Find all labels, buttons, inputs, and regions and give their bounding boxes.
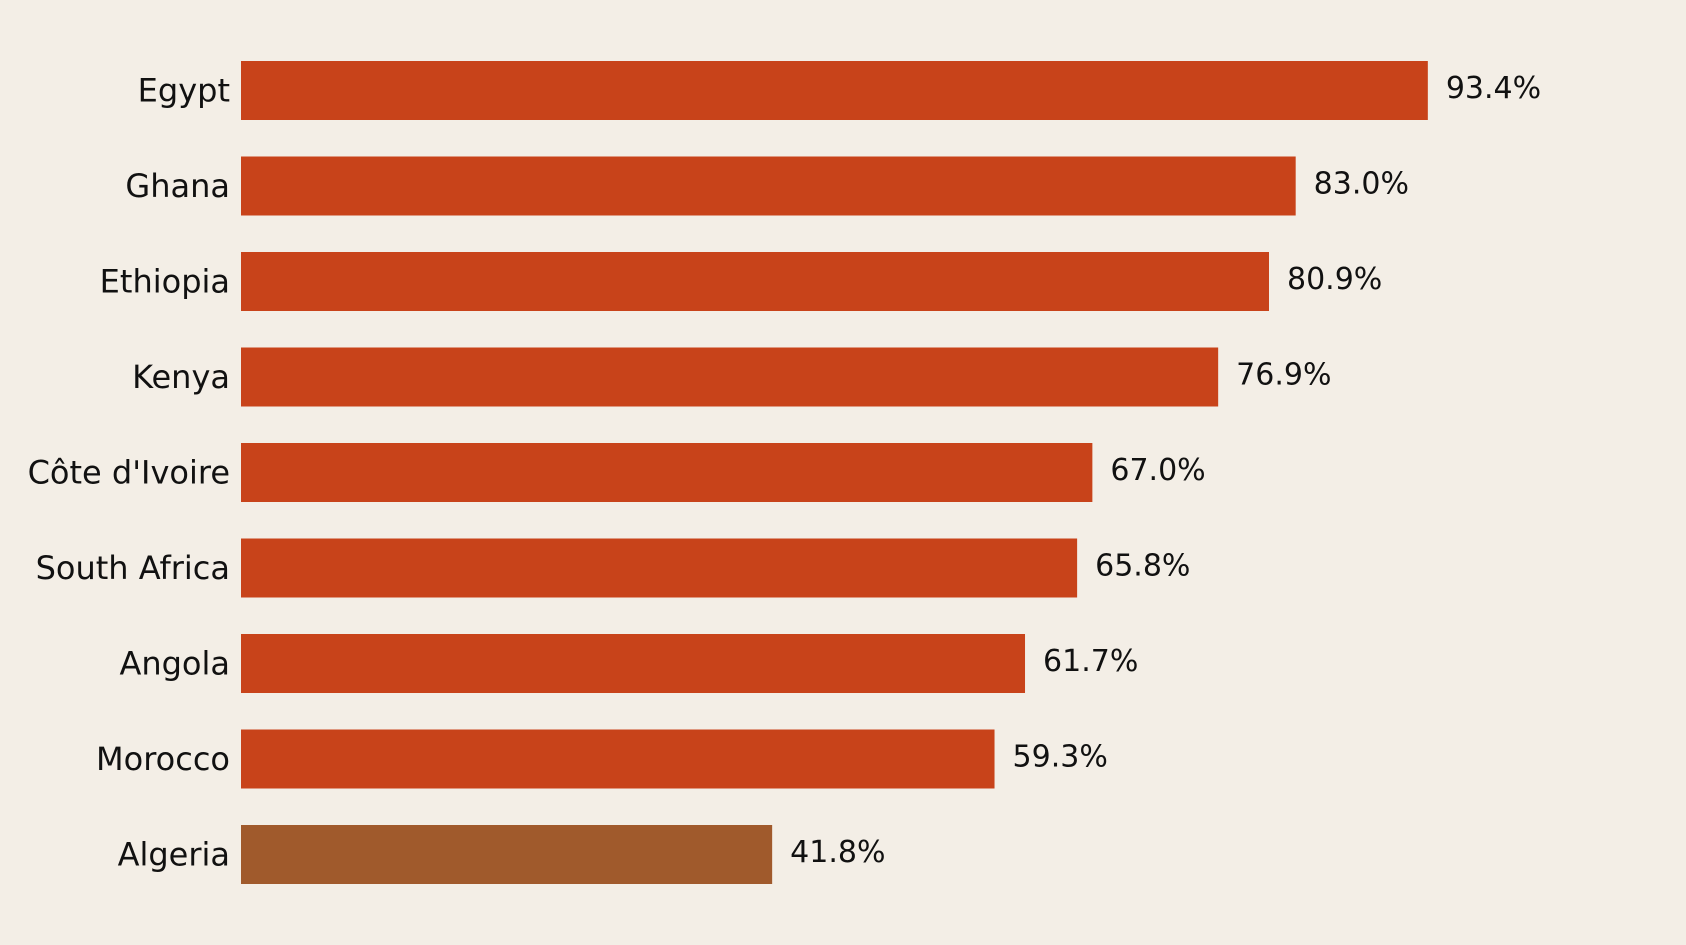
bar-kenya	[241, 347, 1219, 407]
category-label-cote-d-ivoire: Côte d'Ivoire	[28, 454, 230, 492]
bar-morocco	[241, 729, 995, 789]
category-label-south-africa: South Africa	[36, 549, 230, 587]
value-label-kenya: 76.9%	[1236, 358, 1331, 393]
value-label-angola: 61.7%	[1043, 644, 1138, 679]
bars-group	[241, 61, 1428, 884]
value-labels-group: 93.4% 83.0% 80.9% 76.9% 67.0% 65.8% 61.7% 59.3%…	[790, 71, 1541, 870]
value-label-algeria: 41.8%	[790, 835, 885, 870]
value-label-south-africa: 65.8%	[1095, 549, 1190, 584]
bar-angola	[241, 634, 1026, 693]
category-label-morocco: Morocco	[96, 740, 230, 778]
category-label-egypt: Egypt	[138, 72, 230, 110]
category-label-kenya: Kenya	[132, 358, 230, 396]
bar-egypt	[241, 61, 1428, 120]
category-label-angola: Angola	[119, 645, 230, 683]
value-label-ethiopia: 80.9%	[1287, 262, 1382, 297]
value-label-morocco: 59.3%	[1013, 740, 1108, 775]
value-label-egypt: 93.4%	[1446, 71, 1541, 106]
bar-algeria	[241, 825, 773, 884]
category-label-algeria: Algeria	[118, 836, 230, 874]
value-label-ghana: 83.0%	[1314, 167, 1409, 202]
value-label-cote-d-ivoire: 67.0%	[1110, 453, 1205, 488]
bar-ethiopia	[241, 252, 1269, 311]
category-label-ethiopia: Ethiopia	[100, 263, 230, 301]
category-label-ghana: Ghana	[125, 167, 230, 205]
bar-ghana	[241, 156, 1296, 216]
category-labels-group: Egypt Ghana Ethiopia Kenya Côte d'Ivoire Sout…	[28, 72, 230, 874]
bar-cote-d-ivoire	[241, 443, 1093, 502]
bar-south-africa	[241, 538, 1078, 598]
